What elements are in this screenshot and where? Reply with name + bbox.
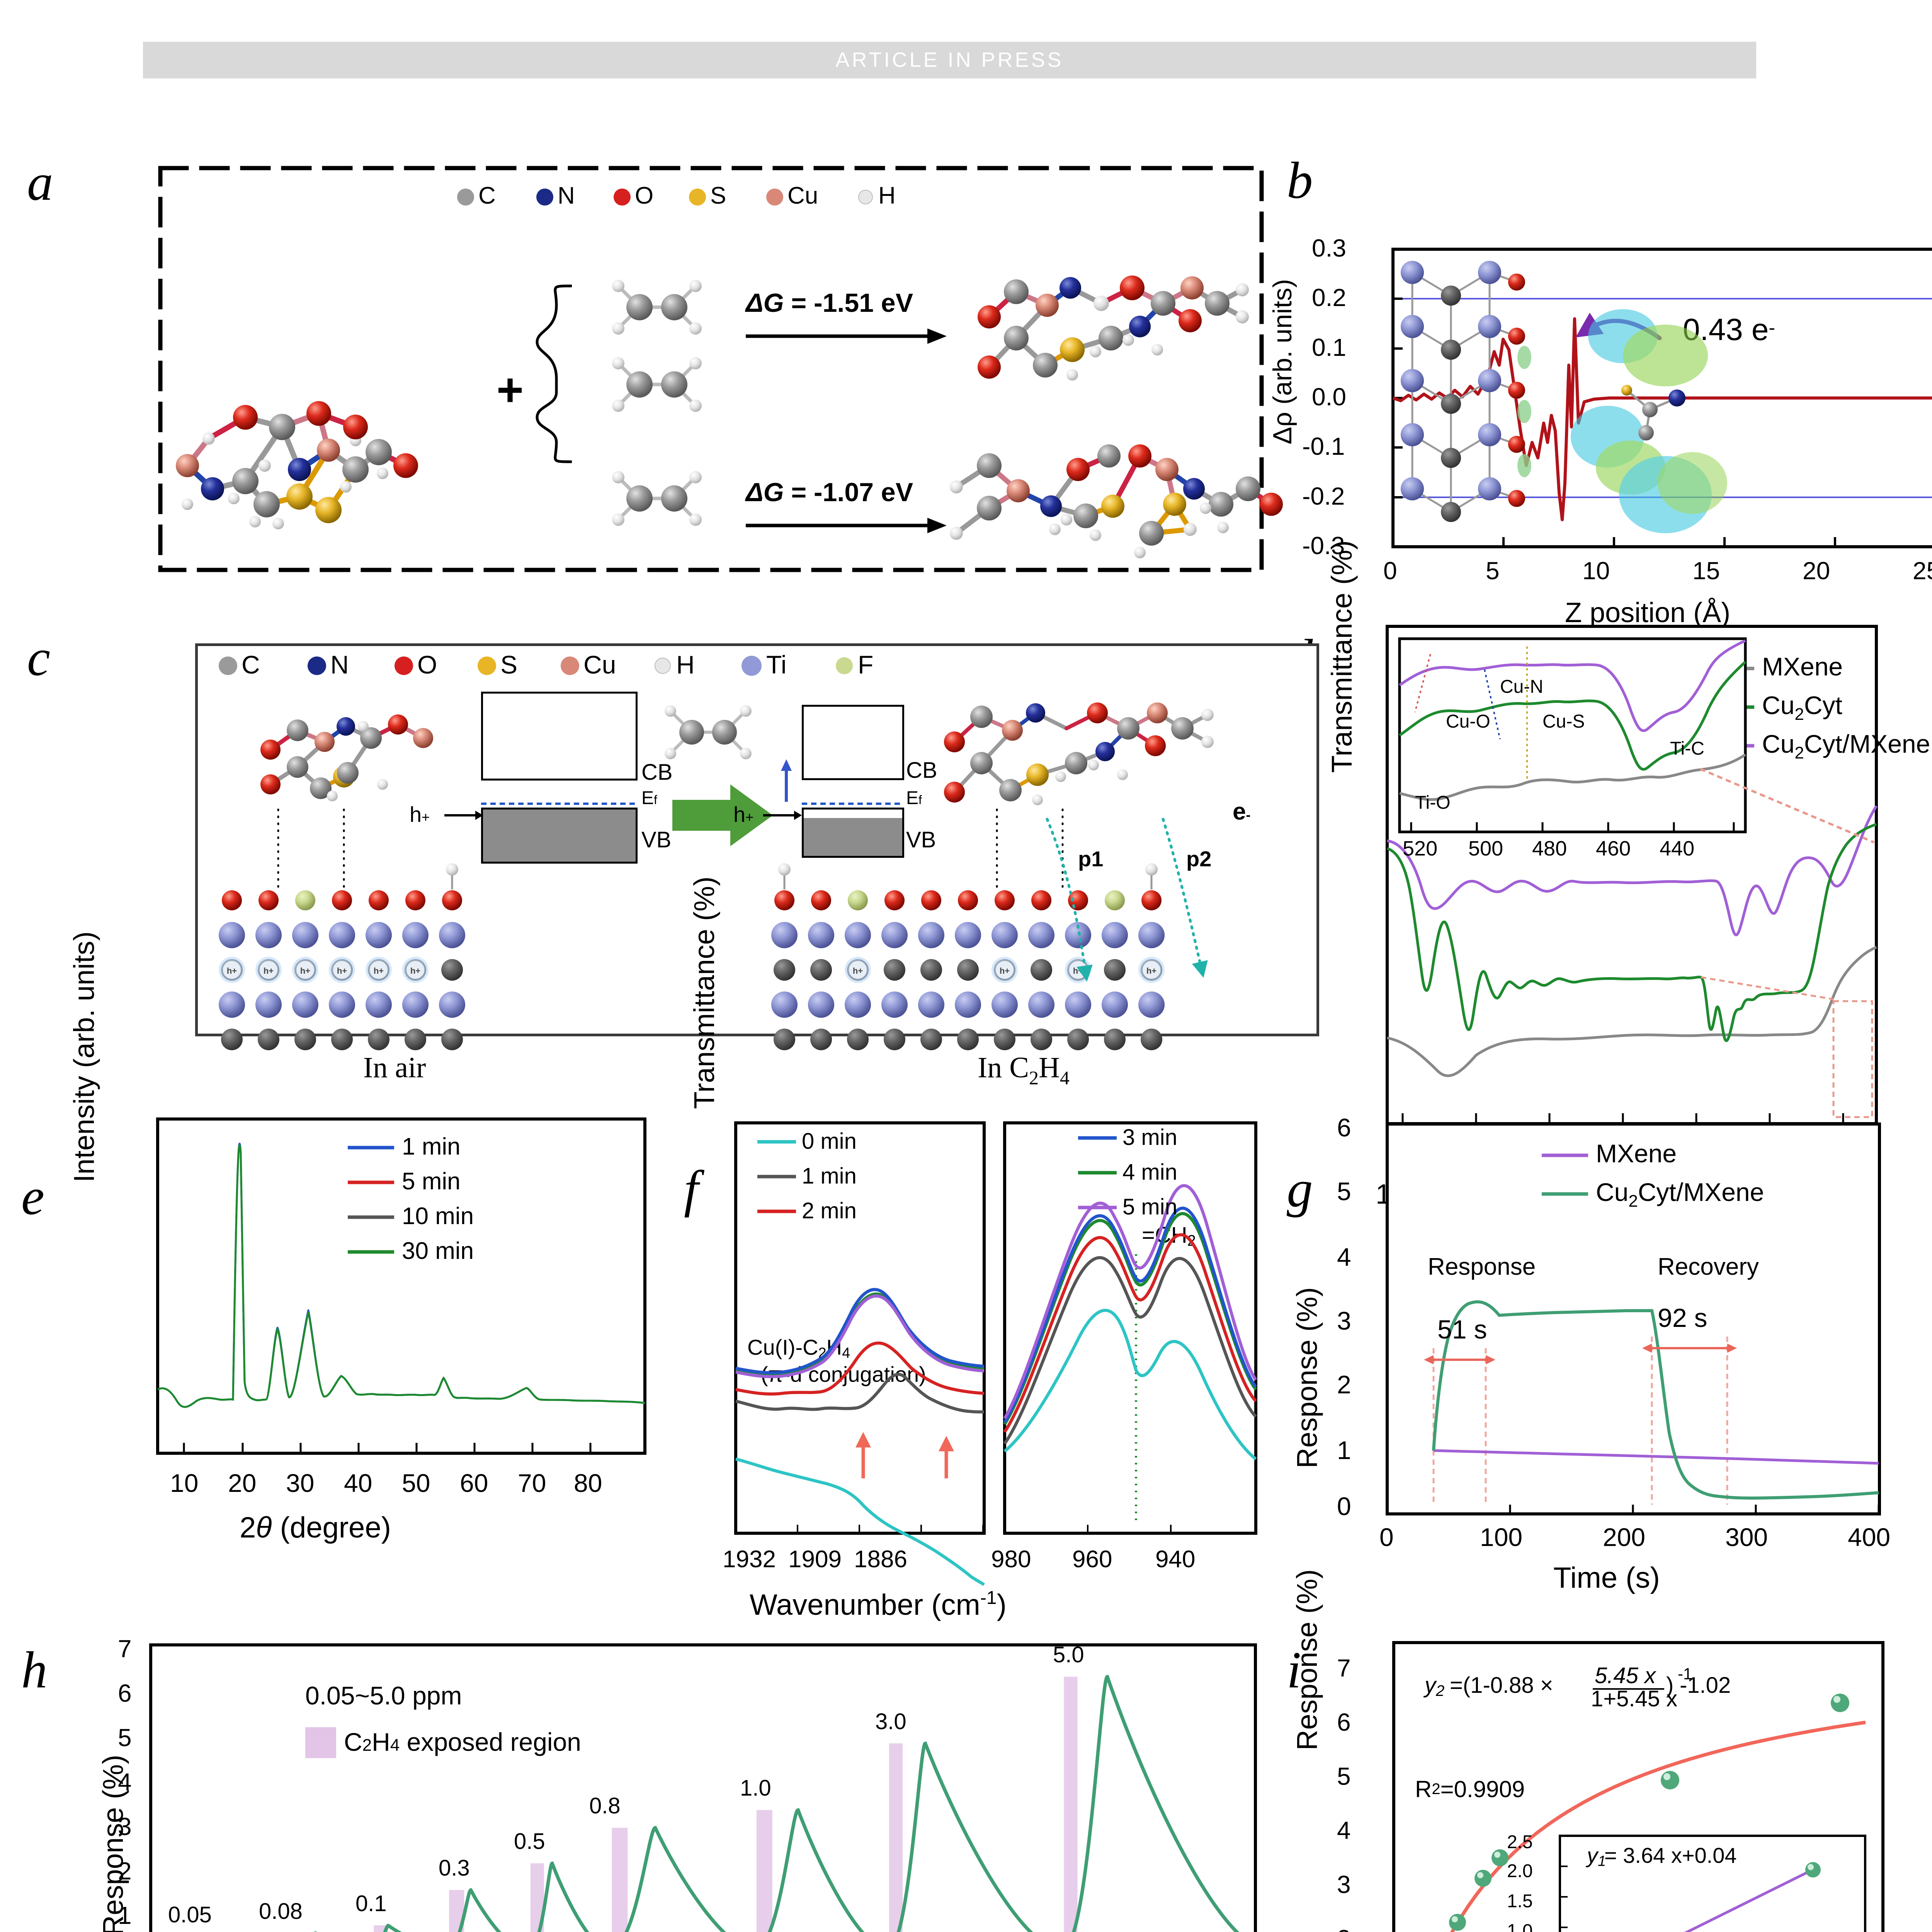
svg-text:h+: h+	[264, 966, 274, 976]
svg-text:h+: h+	[337, 966, 347, 976]
svg-text:30 min: 30 min	[402, 1238, 474, 1264]
svg-text:O: O	[635, 182, 653, 209]
svg-text:S: S	[500, 650, 517, 679]
svg-text:h+: h+	[1000, 966, 1010, 976]
svg-text:5 min: 5 min	[402, 1168, 461, 1195]
svg-text:H: H	[878, 182, 896, 209]
svg-text:Ti-O: Ti-O	[1415, 793, 1451, 813]
svg-text:3 min: 3 min	[1122, 1125, 1177, 1150]
svg-text:Cu2Cyt/MXene: Cu2Cyt/MXene	[1596, 1178, 1764, 1211]
svg-text:Ti: Ti	[766, 650, 787, 679]
svg-text:Response: Response	[1428, 1253, 1536, 1280]
svg-text:O: O	[417, 650, 437, 679]
svg-text:): )	[1666, 1673, 1673, 1698]
svg-text:N: N	[558, 182, 575, 209]
svg-text:Cu-O: Cu-O	[1446, 711, 1490, 732]
svg-text:F: F	[858, 650, 873, 679]
svg-text:Cu2Cyt: Cu2Cyt	[1762, 691, 1842, 724]
svg-text:h+: h+	[410, 966, 420, 976]
svg-text:51 s: 51 s	[1437, 1315, 1487, 1344]
svg-text:N: N	[330, 650, 349, 679]
svg-text:h+: h+	[374, 966, 384, 976]
svg-text:Cu2Cyt/MXene: Cu2Cyt/MXene	[1762, 730, 1930, 762]
svg-text:=(1-0.88 ×: =(1-0.88 ×	[1450, 1673, 1553, 1698]
svg-text:Cu-N: Cu-N	[1500, 677, 1543, 697]
svg-text:0 min: 0 min	[802, 1129, 857, 1154]
svg-text:Cu: Cu	[787, 182, 818, 209]
svg-text:h+: h+	[300, 966, 310, 976]
svg-text:C: C	[478, 182, 496, 209]
svg-text:h+: h+	[853, 966, 863, 976]
svg-text:92 s: 92 s	[1658, 1303, 1708, 1333]
svg-text:C: C	[242, 650, 260, 679]
svg-text:= 3.64 x+0.04: = 3.64 x+0.04	[1604, 1843, 1737, 1867]
svg-text:S: S	[710, 182, 726, 209]
svg-text:H: H	[676, 650, 695, 679]
svg-text:R2=0.9909: R2=0.9909	[1415, 1776, 1525, 1802]
svg-text:5 min: 5 min	[1122, 1194, 1177, 1219]
svg-text:2 min: 2 min	[802, 1198, 857, 1223]
svg-text:Recovery: Recovery	[1658, 1253, 1759, 1280]
svg-text:Ti-C: Ti-C	[1670, 738, 1704, 759]
svg-text:h+: h+	[227, 966, 237, 976]
svg-text:10 min: 10 min	[402, 1203, 474, 1230]
svg-text:1 min: 1 min	[402, 1133, 461, 1160]
svg-text:-1.02: -1.02	[1680, 1673, 1731, 1698]
svg-text:MXene: MXene	[1596, 1139, 1677, 1168]
svg-text:MXene: MXene	[1762, 652, 1843, 681]
svg-text:4 min: 4 min	[1122, 1160, 1177, 1185]
svg-text:5.45 x: 5.45 x	[1595, 1663, 1656, 1688]
svg-text:1 min: 1 min	[802, 1163, 857, 1189]
svg-text:Cu: Cu	[583, 650, 616, 679]
svg-text:Cu-S: Cu-S	[1543, 711, 1585, 732]
svg-text:1+5.45 x: 1+5.45 x	[1591, 1686, 1677, 1711]
